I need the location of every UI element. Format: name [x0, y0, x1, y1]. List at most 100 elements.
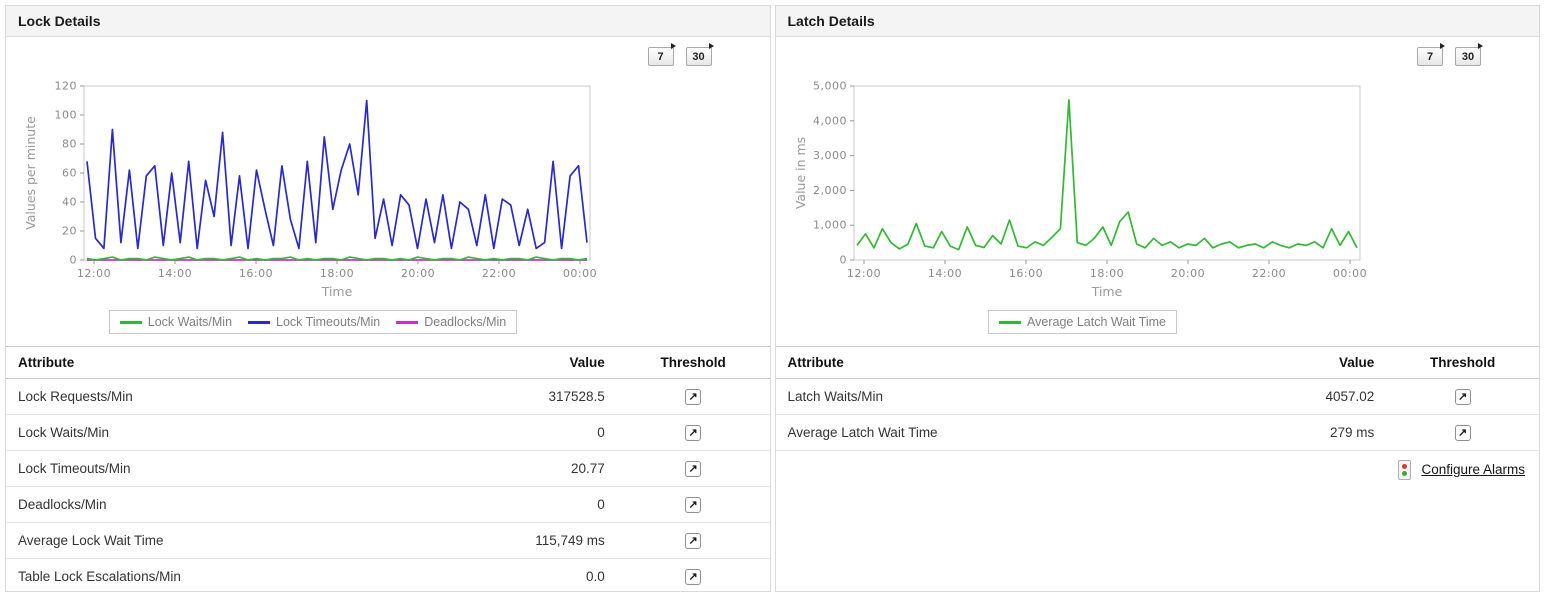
threshold-icon[interactable]: ↗ — [685, 533, 702, 549]
x-tick-label: 22:00 — [482, 267, 516, 280]
legend-item: Deadlocks/Min — [396, 315, 506, 329]
period-7-label: 7 — [657, 50, 664, 63]
table-row: Latch Waits/Min 4057.02 ↗ — [775, 378, 1539, 415]
threshold-icon[interactable]: ↗ — [685, 389, 702, 405]
x-tick-label: 20:00 — [401, 267, 435, 280]
y-tick-label: 20 — [62, 225, 77, 238]
latch-details-panel: Latch Details 7 30 0 1,000 2,000 3,000 4,000… — [774, 5, 1540, 592]
chart-legend: Lock Waits/Min Lock Timeouts/Min Deadlocks… — [108, 310, 518, 334]
x-axis-label: Time — [1090, 284, 1122, 299]
threshold-icon[interactable]: ↗ — [1454, 389, 1471, 405]
period-7-label: 7 — [1426, 50, 1434, 63]
period-30-button[interactable]: 30 — [685, 43, 714, 66]
series-line — [86, 99, 588, 250]
x-tick-label: 18:00 — [1089, 267, 1123, 280]
legend-label: Deadlocks/Min — [424, 315, 507, 329]
attribute-cell: Table Lock Escalations/Min — [6, 558, 442, 591]
attribute-cell: Average Lock Wait Time — [6, 522, 442, 559]
period-7-button[interactable]: 7 — [1417, 43, 1445, 66]
legend-row: Lock Waits/Min Lock Timeouts/Min Deadlocks… — [22, 310, 604, 334]
lock-attributes-table: Attribute Value Threshold Lock Requests/… — [6, 346, 770, 591]
threshold-header: Threshold — [1386, 346, 1539, 379]
y-tick-label: 4,000 — [813, 114, 847, 127]
flag-icon — [708, 43, 714, 49]
value-cell: 4057.02 — [1210, 378, 1387, 415]
panel-title: Lock Details — [6, 6, 770, 37]
latch-attributes-table: Attribute Value Threshold Latch Waits/Mi… — [775, 346, 1539, 451]
attribute-cell: Deadlocks/Min — [6, 486, 442, 523]
x-tick-label: 16:00 — [239, 267, 273, 280]
attribute-cell: Lock Requests/Min — [6, 378, 442, 415]
y-tick-label: 120 — [55, 80, 78, 93]
legend-item: Lock Waits/Min — [119, 315, 233, 329]
series-line — [86, 256, 588, 261]
value-cell: 0 — [441, 414, 617, 451]
y-tick-label: 0 — [70, 254, 78, 267]
panel-title: Latch Details — [775, 6, 1539, 37]
legend-item: Lock Timeouts/Min — [248, 315, 380, 329]
x-tick-label: 22:00 — [1251, 267, 1285, 280]
attribute-header: Attribute — [6, 346, 442, 379]
table-row: Lock Requests/Min 317528.5 ↗ — [6, 378, 770, 415]
chart-block: 0 20 40 60 80 100 120 12:00 14:00 16:00 18:00 20:00… — [22, 66, 604, 342]
threshold-icon[interactable]: ↗ — [1454, 425, 1471, 441]
legend-label: Lock Timeouts/Min — [276, 315, 381, 329]
value-cell: 279 ms — [1210, 414, 1387, 451]
period-button-row: 7 30 — [776, 37, 1540, 66]
threshold-cell: ↗ — [616, 450, 770, 487]
x-tick-label: 12:00 — [846, 267, 880, 280]
period-30-button[interactable]: 30 — [1455, 43, 1483, 66]
y-tick-label: 100 — [55, 109, 78, 122]
value-header: Value — [441, 346, 617, 379]
legend-line-swatch — [248, 320, 271, 324]
y-tick-label: 80 — [62, 138, 77, 151]
y-axis-label: Value in ms — [793, 137, 808, 209]
x-tick-label: 00:00 — [1332, 267, 1366, 280]
legend-item: Average Latch Wait Time — [999, 315, 1166, 329]
y-axis-label: Values per minute — [23, 116, 38, 230]
x-tick-label: 14:00 — [927, 267, 961, 280]
threshold-header: Threshold — [616, 346, 770, 379]
attribute-cell: Lock Timeouts/Min — [6, 450, 442, 487]
y-tick-label: 1,000 — [813, 219, 847, 232]
table-header-row: Attribute Value Threshold — [6, 346, 770, 379]
x-tick-label: 00:00 — [563, 267, 597, 280]
attribute-header: Attribute — [775, 346, 1211, 379]
value-cell: 317528.5 — [441, 378, 617, 415]
legend-row: Average Latch Wait Time — [792, 310, 1374, 334]
x-tick-label: 20:00 — [1170, 267, 1204, 280]
legend-line-swatch — [999, 320, 1022, 324]
period-30-label: 30 — [1461, 50, 1475, 63]
period-7-button[interactable]: 7 — [647, 43, 676, 66]
y-tick-label: 40 — [62, 196, 77, 209]
plot-area — [83, 85, 591, 261]
threshold-icon[interactable]: ↗ — [685, 461, 702, 477]
green-dot — [1402, 471, 1407, 476]
plot-area — [853, 85, 1360, 261]
attribute-cell: Lock Waits/Min — [6, 414, 442, 451]
threshold-icon[interactable]: ↗ — [685, 425, 702, 441]
value-cell: 0.0 — [441, 558, 617, 591]
red-dot — [1402, 464, 1407, 469]
configure-alarms-link[interactable]: Configure Alarms — [1421, 462, 1525, 478]
table-row: Lock Timeouts/Min 20.77 ↗ — [6, 450, 770, 487]
chart-block: 0 1,000 2,000 3,000 4,000 5,000 12:00 14:00 16:0… — [792, 66, 1374, 342]
period-button-row: 7 30 — [6, 37, 770, 66]
value-cell: 20.77 — [441, 450, 617, 487]
x-tick-label: 16:00 — [1008, 267, 1042, 280]
value-cell: 115,749 ms — [441, 522, 617, 559]
value-header: Value — [1210, 346, 1387, 379]
flag-icon — [1440, 43, 1445, 49]
x-tick-label: 18:00 — [320, 267, 354, 280]
flag-icon — [1478, 43, 1483, 49]
threshold-cell: ↗ — [1386, 414, 1539, 451]
threshold-icon[interactable]: ↗ — [685, 569, 702, 585]
legend-label: Lock Waits/Min — [147, 315, 233, 329]
threshold-icon[interactable]: ↗ — [685, 497, 702, 513]
table-row: Deadlocks/Min 0 ↗ — [6, 486, 770, 523]
threshold-cell: ↗ — [1386, 378, 1539, 415]
threshold-cell: ↗ — [616, 486, 770, 523]
y-tick-label: 0 — [839, 254, 847, 267]
legend-line-swatch — [119, 320, 142, 324]
